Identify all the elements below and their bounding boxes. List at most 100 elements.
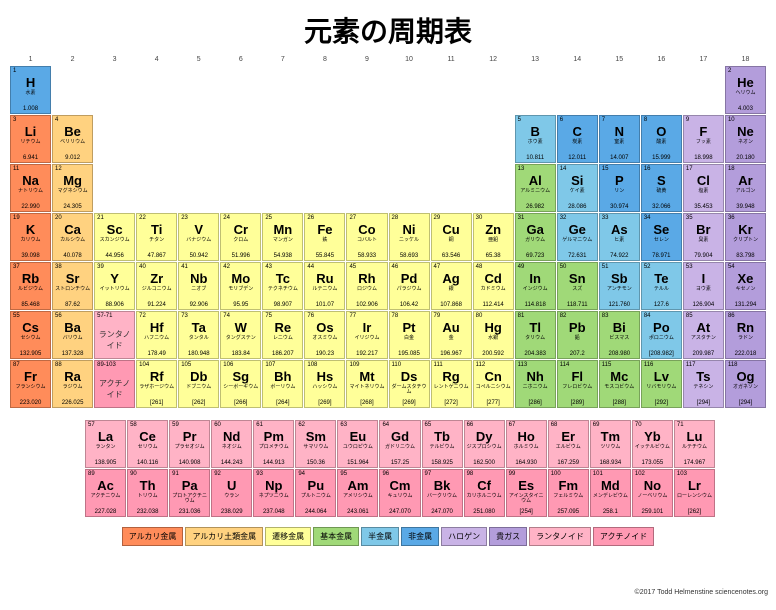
element-name: チタン — [138, 238, 175, 243]
atomic-number: 110 — [392, 362, 402, 368]
element-symbol: Li — [12, 125, 49, 138]
element-symbol: Ds — [391, 370, 428, 383]
atomic-mass: 151.964 — [338, 460, 377, 466]
atomic-mass: 227.028 — [86, 509, 125, 515]
atomic-number: 60 — [214, 422, 221, 428]
range-cell: 89-103 アクチノイド — [94, 360, 135, 408]
empty-cell — [683, 66, 724, 114]
atomic-number: 57 — [88, 422, 95, 428]
element-symbol: Ba — [54, 321, 91, 334]
element-symbol: Zr — [138, 272, 175, 285]
element-Cn: 112 Cn コペルニシウム [277] — [473, 360, 514, 408]
element-K: 19 K カリウム 39.098 — [10, 213, 51, 261]
atomic-mass: 223.020 — [11, 400, 50, 406]
element-C: 6 C 炭素 12.011 — [557, 115, 598, 163]
element-symbol: Si — [559, 174, 596, 187]
atomic-number: 87 — [13, 362, 20, 368]
empty-cell — [515, 66, 556, 114]
element-symbol: Sm — [297, 430, 334, 443]
range-label: 89-103 — [97, 362, 116, 368]
element-Dy: 66 Dy ジスプロシウム 162.500 — [464, 420, 505, 468]
atomic-number: 23 — [181, 215, 188, 221]
element-Md: 101 Md メンデレビウム 258.1 — [590, 469, 631, 517]
atomic-number: 67 — [509, 422, 516, 428]
atomic-number: 78 — [392, 313, 399, 319]
empty-cell — [389, 164, 430, 212]
atomic-mass: [294] — [726, 400, 765, 406]
element-name: カリホルニウム — [466, 494, 503, 499]
empty-cell — [94, 115, 135, 163]
element-name: プロメチウム — [255, 445, 292, 450]
atomic-number: 68 — [551, 422, 558, 428]
element-Es: 99 Es アインスタイニウム [254] — [506, 469, 547, 517]
atomic-mass: 186.207 — [263, 351, 302, 357]
periodic-table: 123456789101112131415161718 1 H 水素 1.008… — [10, 56, 766, 408]
atomic-number: 30 — [476, 215, 483, 221]
atomic-number: 63 — [340, 422, 347, 428]
element-symbol: Tl — [517, 321, 554, 334]
element-name: スカンジウム — [96, 238, 133, 243]
period-row: 3 Li リチウム 6.941 4 Be ベリリウム 9.012 5 B ホウ素… — [10, 115, 766, 163]
element-symbol: Ga — [517, 223, 554, 236]
atomic-number: 113 — [518, 362, 528, 368]
empty-cell — [431, 164, 472, 212]
element-Zn: 30 Zn 亜鉛 65.38 — [473, 213, 514, 261]
element-name: ゲルマニウム — [559, 238, 596, 243]
element-symbol: Be — [54, 125, 91, 138]
atomic-number: 84 — [644, 313, 651, 319]
element-name: アルゴン — [727, 189, 764, 194]
element-name: アインスタイニウム — [508, 494, 545, 504]
element-symbol: Y — [96, 272, 133, 285]
atomic-mass: 168.934 — [591, 460, 630, 466]
atomic-mass: 167.259 — [549, 460, 588, 466]
legend-item: 半金属 — [361, 527, 399, 546]
atomic-mass: 50.942 — [179, 253, 218, 259]
atomic-mass: 158.925 — [423, 460, 462, 466]
atomic-mass: 190.23 — [305, 351, 344, 357]
element-name: ポロニウム — [643, 336, 680, 341]
element-symbol: Ar — [727, 174, 764, 187]
empty-cell — [473, 66, 514, 114]
group-number: 1 — [10, 56, 51, 66]
atomic-mass: 259.101 — [633, 509, 672, 515]
element-name: キュリウム — [381, 494, 418, 499]
atomic-mass: 138.905 — [86, 460, 125, 466]
atomic-number: 118 — [728, 362, 738, 368]
group-headers: 123456789101112131415161718 — [10, 56, 766, 66]
element-name: ユウロピウム — [339, 445, 376, 450]
element-name: アスタチン — [685, 336, 722, 341]
element-name: ルビジウム — [12, 287, 49, 292]
element-symbol: Nh — [517, 370, 554, 383]
element-N: 7 N 窒素 14.007 — [599, 115, 640, 163]
element-name: ホウ素 — [517, 140, 554, 145]
atomic-mass: 20.180 — [726, 155, 765, 161]
element-name: カルシウム — [54, 238, 91, 243]
atomic-mass: 107.868 — [432, 302, 471, 308]
element-symbol: Po — [643, 321, 680, 334]
element-name: セリウム — [129, 445, 166, 450]
atomic-number: 96 — [382, 471, 389, 477]
element-Cf: 98 Cf カリホルニウム 251.080 — [464, 469, 505, 517]
group-number: 11 — [431, 56, 472, 66]
atomic-mass: 12.011 — [558, 155, 597, 161]
element-Mc: 115 Mc モスコビウム [288] — [599, 360, 640, 408]
atomic-mass: 207.2 — [558, 351, 597, 357]
atomic-number: 17 — [686, 166, 693, 172]
element-symbol: Bi — [601, 321, 638, 334]
element-Ir: 77 Ir イリジウム 192.217 — [346, 311, 387, 359]
atomic-mass: 200.592 — [474, 351, 513, 357]
fblock-row: 89 Ac アクチニウム 227.028 90 Th トリウム 232.038 … — [85, 469, 715, 517]
atomic-mass: 65.38 — [474, 253, 513, 259]
atomic-mass: 28.086 — [558, 204, 597, 210]
element-name: ヒ素 — [601, 238, 638, 243]
atomic-number: 101 — [593, 471, 603, 477]
element-name: ネプツニウム — [255, 494, 292, 499]
period-row: 55 Cs セシウム 132.905 56 Ba バリウム 137.328 57… — [10, 311, 766, 359]
period-row: 19 K カリウム 39.098 20 Ca カルシウム 40.078 21 S… — [10, 213, 766, 261]
atomic-number: 7 — [602, 117, 605, 123]
atomic-mass: 244.064 — [296, 509, 335, 515]
element-symbol: Np — [255, 479, 292, 492]
element-V: 23 V バナジウム 50.942 — [178, 213, 219, 261]
element-Sn: 50 Sn スズ 118.711 — [557, 262, 598, 310]
atomic-mass: [272] — [432, 400, 471, 406]
